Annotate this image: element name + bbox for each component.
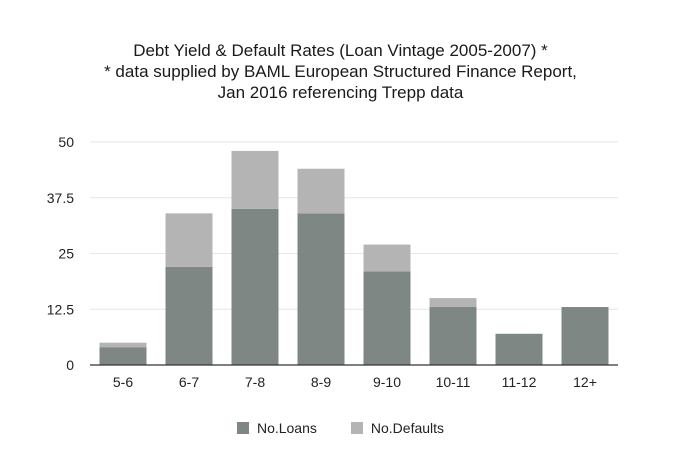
chart-title: Debt Yield & Default Rates (Loan Vintage… xyxy=(0,40,681,103)
bar-loans xyxy=(495,333,543,365)
chart-title-line-3: Jan 2016 referencing Trepp data xyxy=(217,83,464,102)
bar-defaults xyxy=(231,150,279,209)
legend-item-loans: No.Loans xyxy=(236,420,317,436)
bar-defaults xyxy=(165,213,213,267)
bar-loans xyxy=(363,271,411,365)
y-tick-label: 37.5 xyxy=(47,190,74,206)
y-tick-label: 0 xyxy=(66,357,74,373)
legend: No.Loans No.Defaults xyxy=(0,420,681,436)
bar-loans xyxy=(429,307,477,365)
x-tick-label: 7-8 xyxy=(245,374,265,390)
x-tick-label: 5-6 xyxy=(113,374,133,390)
x-tick-label: 10-11 xyxy=(436,374,471,390)
bar-loans xyxy=(99,347,147,365)
x-tick-label: 12+ xyxy=(573,374,597,390)
bar-loans xyxy=(165,266,213,365)
x-tick-label: 6-7 xyxy=(179,374,199,390)
x-tick-label: 9-10 xyxy=(373,374,401,390)
y-tick-label: 25 xyxy=(58,246,74,262)
bar-loans xyxy=(231,208,279,365)
legend-swatch-loans xyxy=(236,422,249,434)
bar-loans xyxy=(297,213,345,365)
chart-title-line-1: Debt Yield & Default Rates (Loan Vintage… xyxy=(133,41,548,60)
bar-loans xyxy=(561,307,609,365)
bar-defaults xyxy=(363,244,411,272)
legend-item-defaults: No.Defaults xyxy=(350,420,445,436)
y-tick-label: 12.5 xyxy=(47,301,74,317)
legend-label-loans: No.Loans xyxy=(256,420,317,436)
bar-defaults xyxy=(99,342,147,348)
x-tick-label: 11-12 xyxy=(502,374,537,390)
bar-defaults xyxy=(297,168,345,214)
y-tick-label: 50 xyxy=(58,134,74,150)
chart-title-line-2: * data supplied by BAML European Structu… xyxy=(104,62,577,81)
x-tick-label: 8-9 xyxy=(311,374,331,390)
legend-label-defaults: No.Defaults xyxy=(370,420,445,436)
bar-defaults xyxy=(429,298,477,308)
legend-swatch-defaults xyxy=(350,422,363,434)
